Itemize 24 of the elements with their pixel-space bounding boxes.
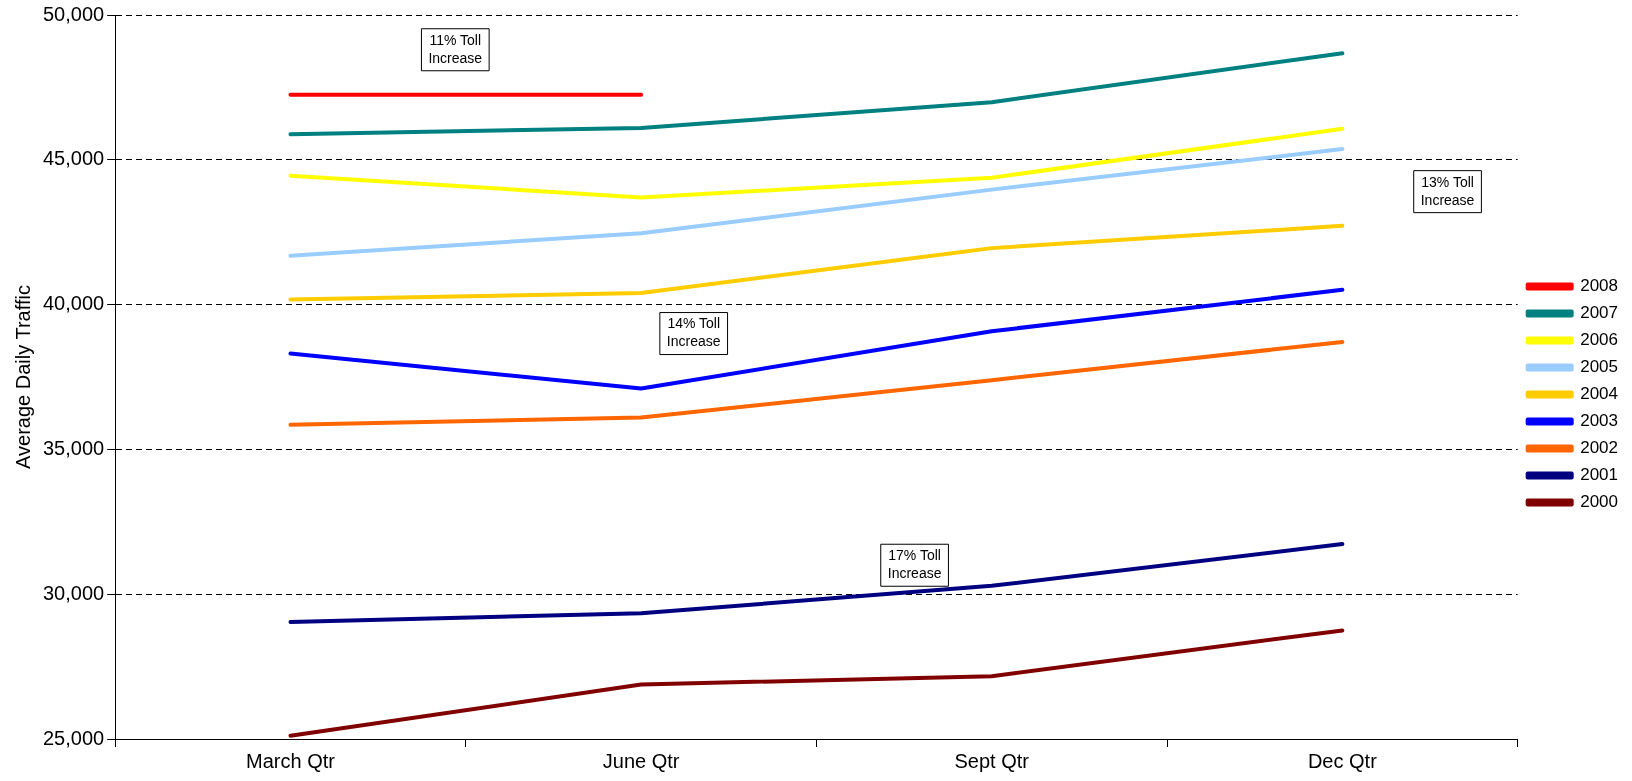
x-tick-label: June Qtr [602,749,680,772]
y-tick-label: 50,000 [43,2,105,25]
x-tick-label: Sept Qtr [954,749,1030,772]
legend-label: 2008 [1580,276,1619,296]
y-tick-label: 25,000 [43,726,105,749]
y-axis-title: Average Daily Traffic [11,285,34,469]
x-tick-label: Dec Qtr [1307,749,1378,772]
legend-label: 2000 [1580,492,1619,512]
legend-label: 2004 [1580,384,1619,404]
legend-label: 2002 [1580,438,1619,458]
y-tick-label: 45,000 [43,147,105,170]
annotation: 11% Toll Increase [428,31,483,66]
y-tick-label: 40,000 [43,292,105,315]
legend-label: 2007 [1580,303,1619,323]
y-tick-label: 30,000 [43,581,105,604]
x-tick-label: March Qtr [246,749,336,772]
legend-label: 2006 [1580,330,1619,350]
y-tick-label: 35,000 [43,436,105,459]
annotation: 13% Toll Increase [1420,173,1475,208]
annotation: 17% Toll Increase [887,547,942,582]
legend-label: 2001 [1580,465,1619,485]
annotation: 14% Toll Increase [666,315,721,350]
legend-label: 2005 [1580,357,1619,377]
legend-label: 2003 [1580,411,1619,431]
